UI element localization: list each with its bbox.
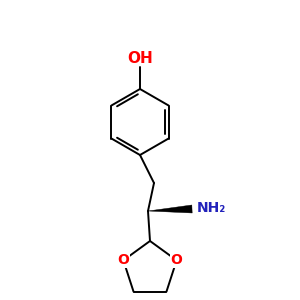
Text: NH₂: NH₂ bbox=[197, 201, 226, 215]
Text: OH: OH bbox=[127, 51, 153, 66]
Polygon shape bbox=[148, 205, 192, 213]
Text: O: O bbox=[117, 253, 129, 267]
Text: O: O bbox=[171, 253, 183, 267]
